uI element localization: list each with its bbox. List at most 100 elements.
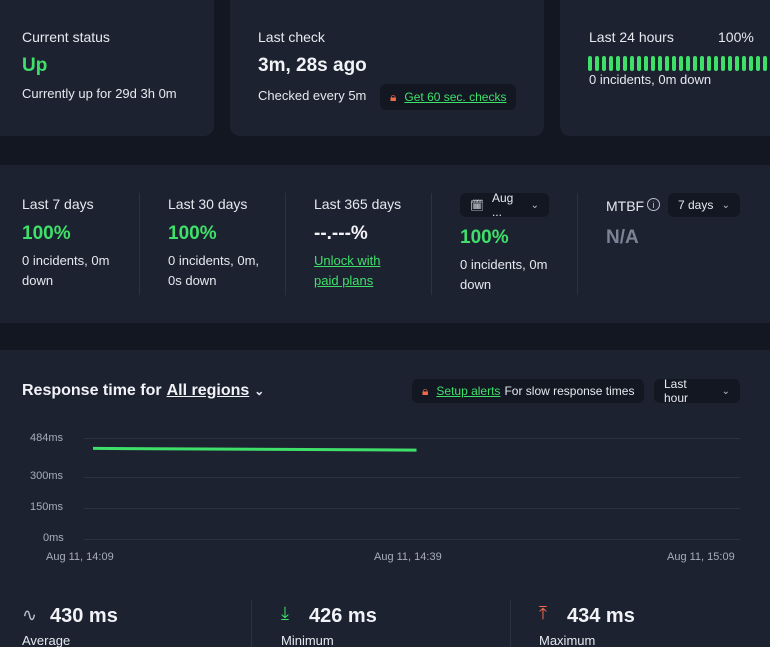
- current-status-title: Current status: [22, 29, 110, 45]
- uptime-bar[interactable]: [644, 56, 648, 71]
- y-tick-label: 0ms: [43, 532, 64, 544]
- uptime-bar[interactable]: [630, 56, 634, 71]
- divider: [139, 193, 140, 295]
- period-365-title: Last 365 days: [314, 196, 402, 212]
- average-label: Average: [22, 633, 71, 647]
- period-7-title: Last 7 days: [22, 196, 94, 212]
- average-icon: ∿: [22, 605, 38, 625]
- uptime-bar[interactable]: [707, 56, 711, 71]
- gridline: [84, 539, 740, 540]
- maximum-icon: ⤒: [539, 603, 547, 623]
- calendar-icon: 🗓︎: [470, 199, 484, 212]
- divider: [510, 600, 511, 647]
- chevron-down-icon: ⌄: [721, 385, 730, 397]
- uptime-bar[interactable]: [728, 56, 732, 71]
- uptime-bar[interactable]: [693, 56, 697, 71]
- chevron-down-icon: ⌄: [530, 199, 539, 211]
- uptime-bar[interactable]: [756, 56, 760, 71]
- series-line: [92, 446, 417, 452]
- maximum-label: Maximum: [539, 633, 596, 647]
- uptime-bar[interactable]: [658, 56, 662, 71]
- uptime-bar[interactable]: [700, 56, 704, 71]
- mtbf-range-select[interactable]: 7 days ⌄: [668, 193, 740, 217]
- lock-icon: 🔒︎: [390, 89, 397, 104]
- gridline: [84, 508, 740, 509]
- uptime-bar[interactable]: [665, 56, 669, 71]
- uptime-bar[interactable]: [742, 56, 746, 71]
- maximum-value: 434 ms: [567, 605, 635, 627]
- uptime-bar[interactable]: [651, 56, 655, 71]
- info-icon[interactable]: i: [647, 198, 660, 211]
- get-60-sec-checks-link[interactable]: Get 60 sec. checks: [404, 90, 507, 104]
- gridline: [84, 438, 740, 439]
- setup-alerts-pill[interactable]: 🔒︎ Setup alerts For slow response times: [412, 379, 645, 403]
- uptime-bar[interactable]: [672, 56, 676, 71]
- last-check-card: Last check 3m, 28s ago Checked every 5m …: [230, 0, 544, 136]
- uptime-bars: [588, 56, 770, 71]
- x-tick-label: Aug 11, 14:09: [46, 551, 114, 563]
- periods-card: Last 7 days 100% 0 incidents, 0m down La…: [0, 165, 770, 323]
- uptime-bar[interactable]: [749, 56, 753, 71]
- period-7-sub: 0 incidents, 0m down: [22, 253, 110, 288]
- current-status-card: Current status Up Currently up for 29d 3…: [0, 0, 214, 136]
- custom-period-sub: 0 incidents, 0m down: [460, 257, 548, 292]
- mtbf-title: MTBF: [606, 198, 645, 214]
- period-7-value: 100%: [22, 223, 71, 244]
- minimum-icon: ⤓: [281, 603, 289, 623]
- response-time-title: Response time for: [22, 382, 162, 399]
- uptime-bar[interactable]: [714, 56, 718, 71]
- period-30-sub: 0 incidents, 0m, 0s down: [168, 253, 260, 288]
- response-time-heading: Response time for All regions ⌄: [22, 382, 264, 400]
- uptime-bar[interactable]: [637, 56, 641, 71]
- divider: [577, 193, 578, 295]
- uptime-bar[interactable]: [763, 56, 767, 71]
- average-value: 430 ms: [50, 605, 118, 627]
- setup-alerts-text: For slow response times: [504, 384, 635, 398]
- upsell-pill[interactable]: 🔒︎ Get 60 sec. checks: [380, 84, 517, 110]
- uptime-bar[interactable]: [686, 56, 690, 71]
- chevron-down-icon[interactable]: ⌄: [254, 384, 265, 398]
- region-select[interactable]: All regions: [166, 382, 250, 399]
- last-24h-sub: 0 incidents, 0m down: [589, 72, 712, 87]
- divider: [431, 193, 432, 295]
- uptime-bar[interactable]: [616, 56, 620, 71]
- period-30-value: 100%: [168, 223, 217, 244]
- y-tick-label: 484ms: [30, 432, 64, 444]
- uptime-bar[interactable]: [735, 56, 739, 71]
- period-30-title: Last 30 days: [168, 196, 248, 212]
- x-tick-label: Aug 11, 14:39: [374, 551, 442, 563]
- last-24h-percent: 100%: [718, 29, 754, 45]
- x-tick-label: Aug 11, 15:09: [667, 551, 735, 563]
- custom-period-select[interactable]: 🗓︎ Aug ... ⌄: [460, 191, 549, 219]
- mtbf-range-label: 7 days: [678, 198, 714, 212]
- range-select[interactable]: Last hour ⌄: [654, 377, 740, 405]
- gridline: [84, 477, 740, 478]
- last-24h-title: Last 24 hours: [589, 29, 674, 45]
- chevron-down-icon: ⌄: [721, 199, 730, 211]
- y-tick-label: 150ms: [30, 501, 64, 513]
- setup-alerts-link[interactable]: Setup alerts: [436, 384, 501, 398]
- last-24h-card: Last 24 hours 100% 0 incidents, 0m down: [560, 0, 770, 136]
- custom-period-value: 100%: [460, 227, 509, 248]
- lock-icon: 🔒︎: [422, 383, 429, 398]
- uptime-bar[interactable]: [588, 56, 592, 71]
- uptime-bar[interactable]: [609, 56, 613, 71]
- divider: [251, 600, 252, 647]
- current-status-value: Up: [22, 55, 48, 76]
- uptime-bar[interactable]: [679, 56, 683, 71]
- response-time-card: Response time for All regions ⌄ 🔒︎ Setup…: [0, 350, 770, 647]
- minimum-value: 426 ms: [309, 605, 377, 627]
- uptime-bar[interactable]: [595, 56, 599, 71]
- current-status-sub: Currently up for 29d 3h 0m: [22, 86, 177, 101]
- uptime-bar[interactable]: [623, 56, 627, 71]
- unlock-paid-plans-link[interactable]: Unlock with paid plans: [314, 253, 381, 288]
- range-label: Last hour: [664, 377, 689, 405]
- uptime-bar[interactable]: [721, 56, 725, 71]
- period-365-value: --.---%: [314, 223, 368, 244]
- last-check-value: 3m, 28s ago: [258, 55, 367, 76]
- uptime-bar[interactable]: [602, 56, 606, 71]
- divider: [285, 193, 286, 295]
- custom-period-label: Aug ...: [491, 191, 514, 219]
- last-check-title: Last check: [258, 29, 325, 45]
